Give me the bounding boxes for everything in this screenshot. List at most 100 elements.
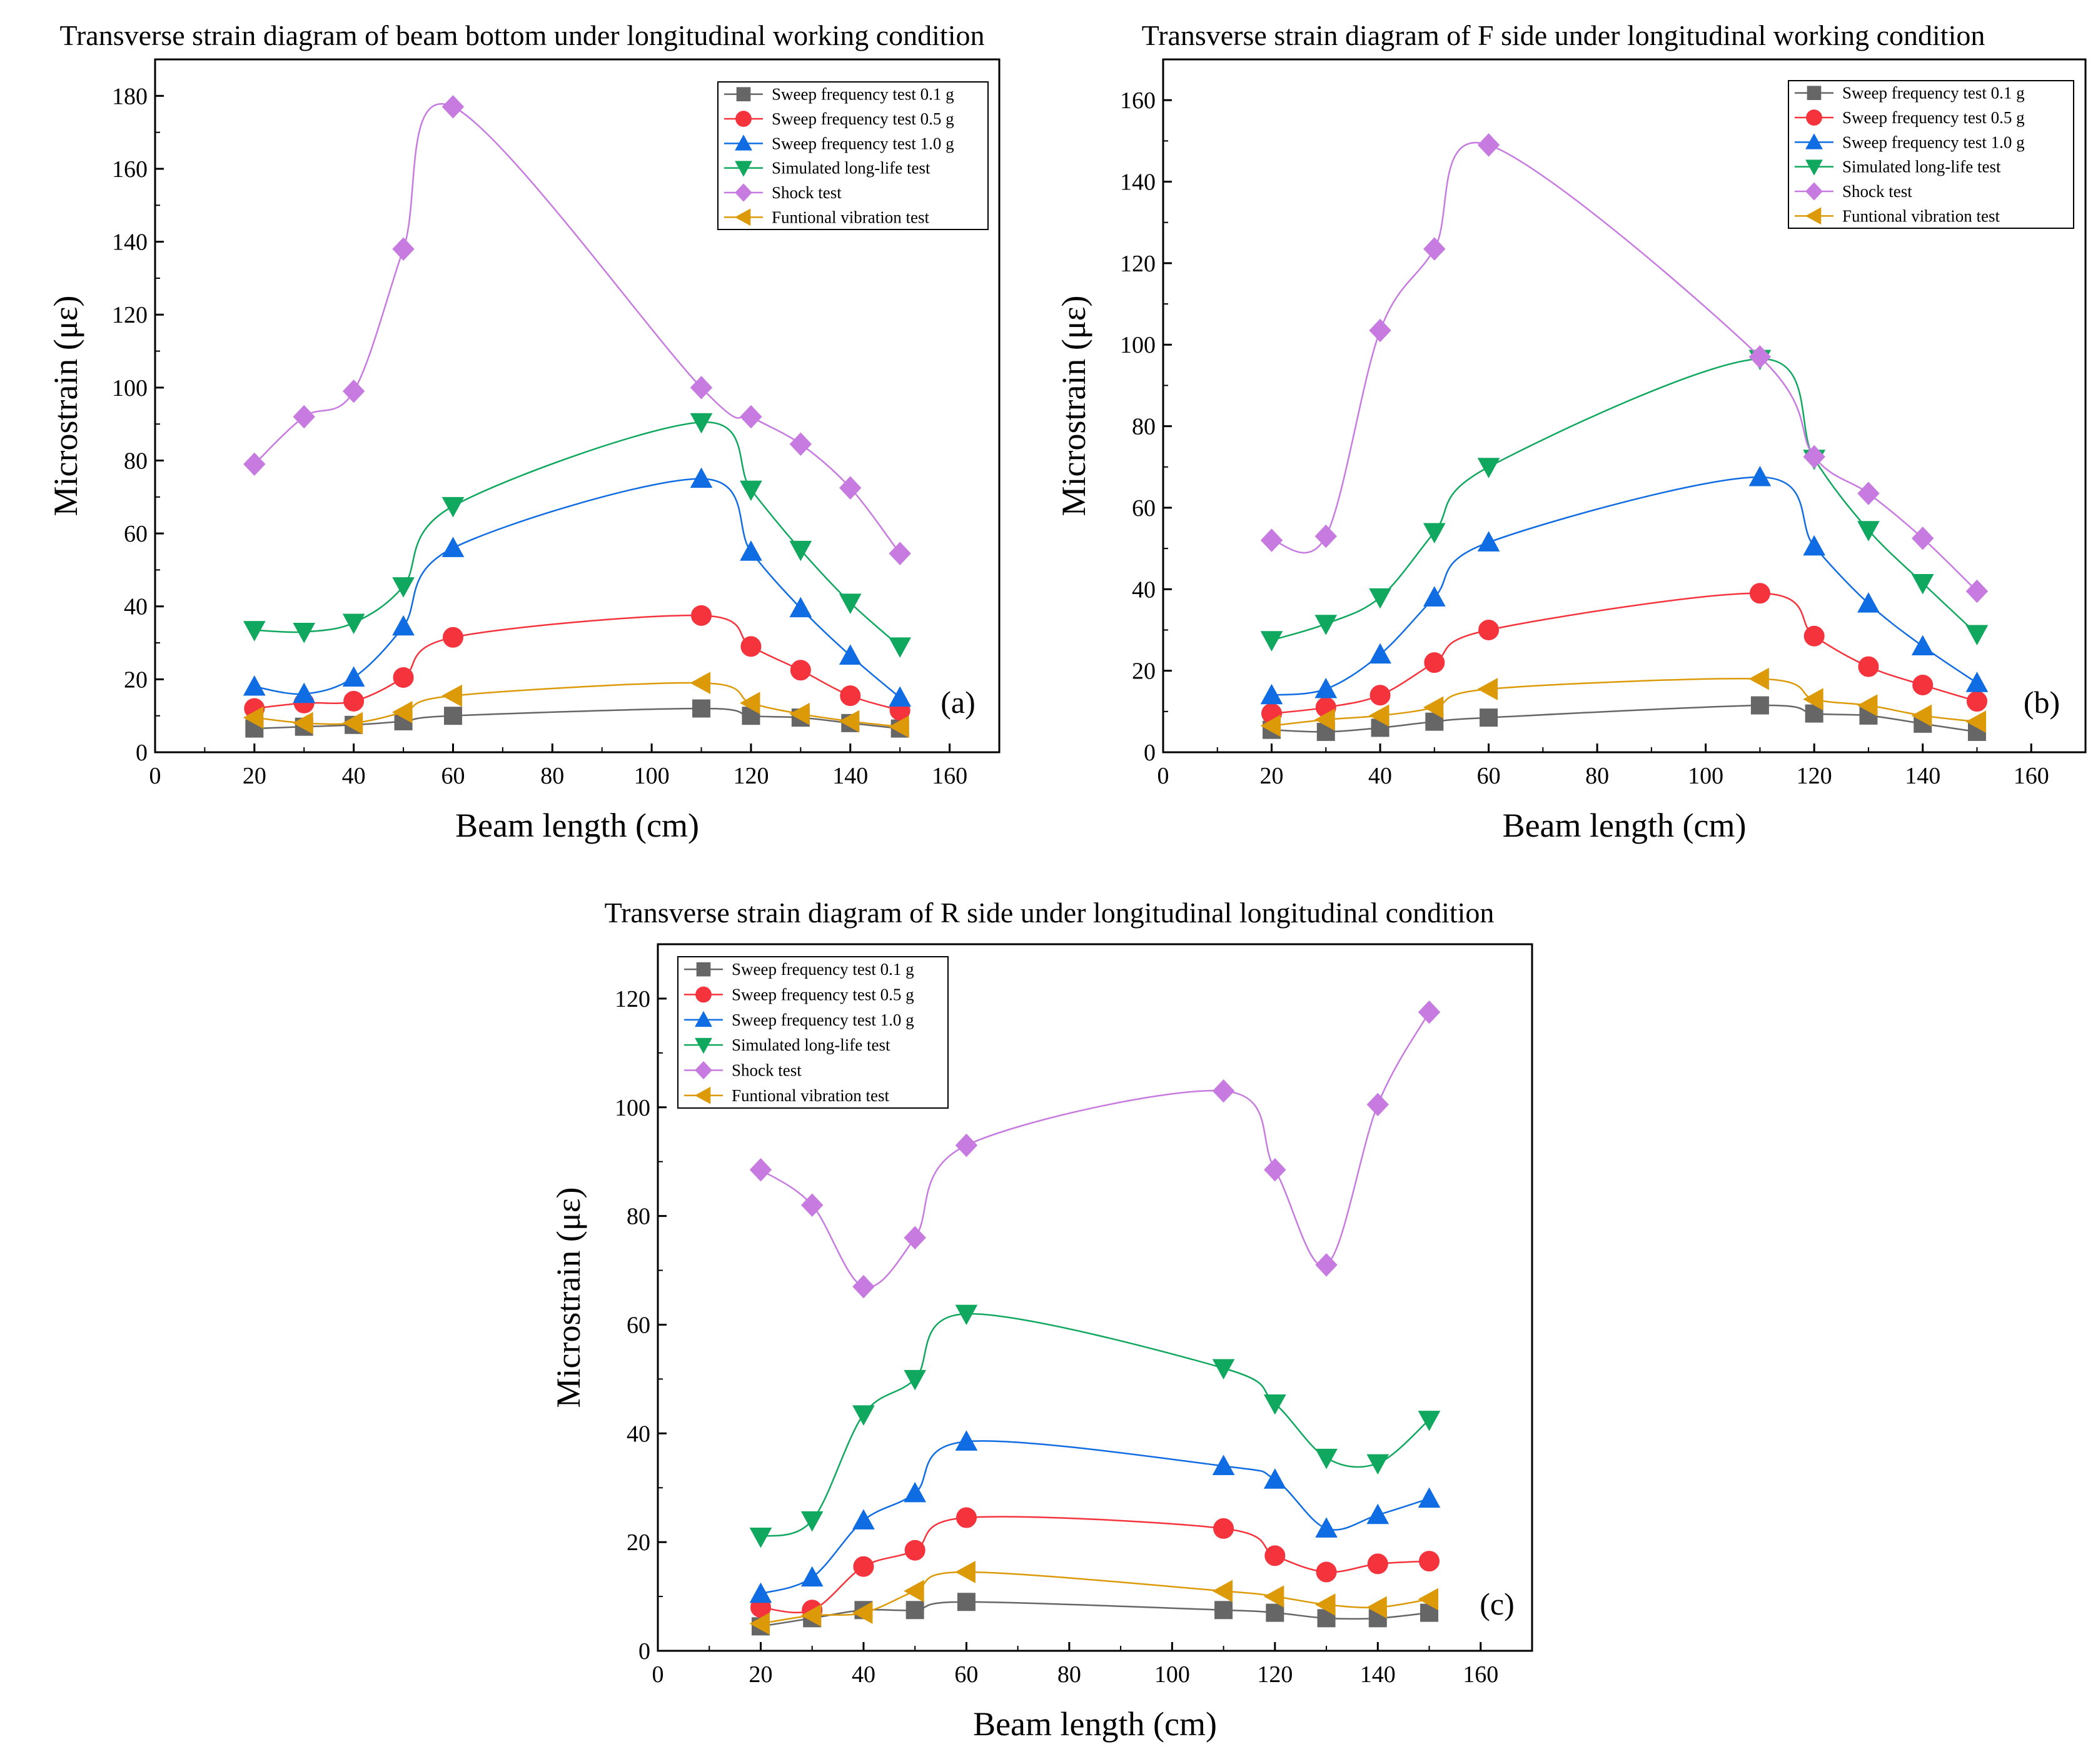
x-tick-label: 40 xyxy=(852,1661,875,1688)
data-point xyxy=(749,1612,770,1635)
legend-marker xyxy=(735,134,752,151)
x-tick-label: 140 xyxy=(1360,1661,1396,1688)
y-tick-label: 140 xyxy=(1120,169,1156,196)
series-line-0 xyxy=(254,707,900,730)
legend-label: Sweep frequency test 1.0 g xyxy=(732,1011,914,1029)
data-point xyxy=(1263,1468,1286,1489)
data-point xyxy=(1912,527,1934,550)
data-point xyxy=(889,686,912,707)
data-point xyxy=(1423,523,1446,544)
data-point xyxy=(1418,1000,1441,1024)
y-axis-label: Microstrain (με) xyxy=(1055,295,1092,516)
y-tick-label: 120 xyxy=(1120,251,1156,277)
x-tick-label: 0 xyxy=(149,763,161,789)
y-tick-label: 60 xyxy=(627,1312,650,1338)
plot-frame xyxy=(657,943,1533,1652)
data-point xyxy=(342,712,363,735)
data-point xyxy=(852,1274,875,1299)
data-point xyxy=(740,405,762,429)
data-point xyxy=(904,1580,924,1603)
data-point xyxy=(1748,466,1772,486)
data-point xyxy=(955,1561,976,1583)
series-line-5 xyxy=(760,1571,1430,1625)
data-point xyxy=(749,1158,772,1182)
x-tick-label: 100 xyxy=(634,763,670,789)
legend-marker xyxy=(1806,109,1822,126)
data-point xyxy=(1367,1553,1388,1575)
y-axis-label: Microstrain (με) xyxy=(47,295,84,516)
data-point xyxy=(1314,524,1337,548)
plot-area xyxy=(749,1000,1441,1636)
legend-label: Sweep frequency test 0.1 g xyxy=(772,85,954,104)
data-point xyxy=(749,1582,772,1603)
legend-marker xyxy=(735,183,752,202)
plot-frame xyxy=(154,58,1001,753)
legend-marker xyxy=(734,208,751,226)
plot-area xyxy=(243,95,912,738)
data-point xyxy=(955,1430,978,1451)
data-point xyxy=(889,715,909,738)
data-point xyxy=(293,682,316,703)
legend-marker xyxy=(695,986,712,1003)
data-point xyxy=(690,413,713,434)
data-point xyxy=(1911,704,1932,727)
x-axis-label: Beam length (cm) xyxy=(973,1705,1217,1743)
data-point xyxy=(243,621,266,642)
legend-marker xyxy=(1805,182,1823,201)
data-point xyxy=(1266,1603,1284,1622)
data-point xyxy=(1369,588,1391,609)
data-point xyxy=(690,376,713,400)
y-tick-label: 120 xyxy=(112,302,148,328)
series-line-2 xyxy=(760,1440,1430,1595)
legend-box xyxy=(1788,80,2074,229)
data-point xyxy=(393,667,414,688)
legend-marker xyxy=(735,111,752,127)
legend-label: Shock test xyxy=(732,1061,802,1080)
data-point xyxy=(1314,615,1338,635)
y-tick-label: 40 xyxy=(1132,577,1156,603)
series-line-4 xyxy=(760,1012,1430,1288)
data-point xyxy=(1212,1079,1235,1103)
panel-tag: (a) xyxy=(941,685,976,720)
y-tick-label: 180 xyxy=(112,83,148,109)
y-tick-label: 100 xyxy=(615,1095,650,1121)
data-point xyxy=(1212,1454,1235,1475)
legend-marker xyxy=(1805,207,1822,225)
series-line-3 xyxy=(760,1313,1430,1538)
legend-label: Shock test xyxy=(1842,182,1912,201)
data-point xyxy=(1369,685,1391,706)
legend-label: Sweep frequency test 0.5 g xyxy=(772,109,954,128)
legend-marker xyxy=(695,1037,712,1054)
data-point xyxy=(243,675,266,696)
data-point xyxy=(889,637,912,658)
data-point xyxy=(1260,631,1283,652)
y-tick-label: 160 xyxy=(112,156,148,183)
data-point xyxy=(342,613,365,635)
data-point xyxy=(293,623,316,643)
data-point xyxy=(1263,1585,1284,1608)
data-point xyxy=(1912,674,1934,695)
data-point xyxy=(1857,694,1878,717)
legend-marker xyxy=(735,161,752,177)
data-point xyxy=(1965,579,1989,603)
legend-label: Funtional vibration test xyxy=(1842,206,2000,225)
data-point xyxy=(749,1527,772,1548)
data-point xyxy=(1315,1448,1338,1469)
data-point xyxy=(392,577,415,598)
x-tick-label: 20 xyxy=(749,1661,772,1688)
y-tick-label: 140 xyxy=(112,229,148,256)
data-point xyxy=(1260,683,1283,705)
x-tick-label: 140 xyxy=(832,763,868,789)
data-point xyxy=(789,702,810,725)
data-point xyxy=(1965,625,1989,646)
legend-marker xyxy=(695,1011,712,1027)
data-point xyxy=(441,537,465,557)
data-point xyxy=(1477,531,1500,552)
y-tick-label: 100 xyxy=(1120,332,1156,358)
x-axis-label: Beam length (cm) xyxy=(455,807,699,844)
chart-panel-2: Transverse strain diagram of R side unde… xyxy=(550,897,1533,1743)
y-tick-label: 80 xyxy=(627,1204,650,1230)
legend-label: Sweep frequency test 0.5 g xyxy=(732,985,914,1004)
data-point xyxy=(1803,445,1825,469)
